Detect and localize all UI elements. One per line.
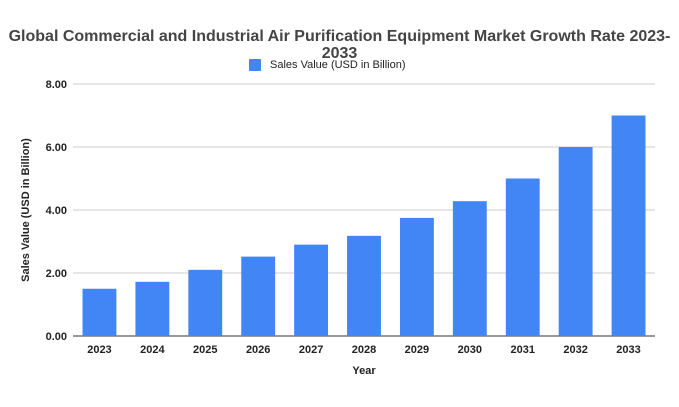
bar xyxy=(505,178,540,336)
bar xyxy=(558,147,593,336)
x-tick-label: 2023 xyxy=(87,344,111,356)
x-axis-title: Year xyxy=(352,365,376,377)
legend: Sales Value (USD in Billion) xyxy=(249,58,406,72)
x-tick-label: 2031 xyxy=(510,344,534,356)
x-tick-label: 2026 xyxy=(246,344,270,356)
y-axis-title: Sales Value (USD in Billion) xyxy=(20,138,32,282)
x-tick-label: 2025 xyxy=(193,344,217,356)
x-tick-label: 2032 xyxy=(563,344,587,356)
legend-label: Sales Value (USD in Billion) xyxy=(270,59,406,71)
bar xyxy=(294,244,329,336)
bar xyxy=(611,115,646,336)
x-tick-label: 2033 xyxy=(616,344,640,356)
bar xyxy=(188,269,223,336)
y-tick-label: 8.00 xyxy=(46,79,67,91)
x-tick-label: 2029 xyxy=(405,344,429,356)
y-tick-label: 0.00 xyxy=(46,331,67,343)
x-tick-label: 2024 xyxy=(140,344,165,356)
bar xyxy=(241,256,276,336)
legend-swatch xyxy=(249,59,261,71)
bar xyxy=(347,235,381,336)
bar xyxy=(452,201,487,336)
x-tick-label: 2028 xyxy=(352,344,376,356)
x-tick-label: 2027 xyxy=(299,344,323,356)
x-tick-label: 2030 xyxy=(458,344,482,356)
bar xyxy=(399,217,434,336)
bar xyxy=(82,288,117,336)
y-tick-label: 2.00 xyxy=(46,268,67,280)
y-tick-label: 6.00 xyxy=(46,142,67,154)
y-tick-label: 4.00 xyxy=(46,205,67,217)
chart-title-line-2: 2033 xyxy=(321,45,358,62)
bar xyxy=(135,281,170,336)
chart-title-line-1: Global Commercial and Industrial Air Pur… xyxy=(8,28,671,45)
